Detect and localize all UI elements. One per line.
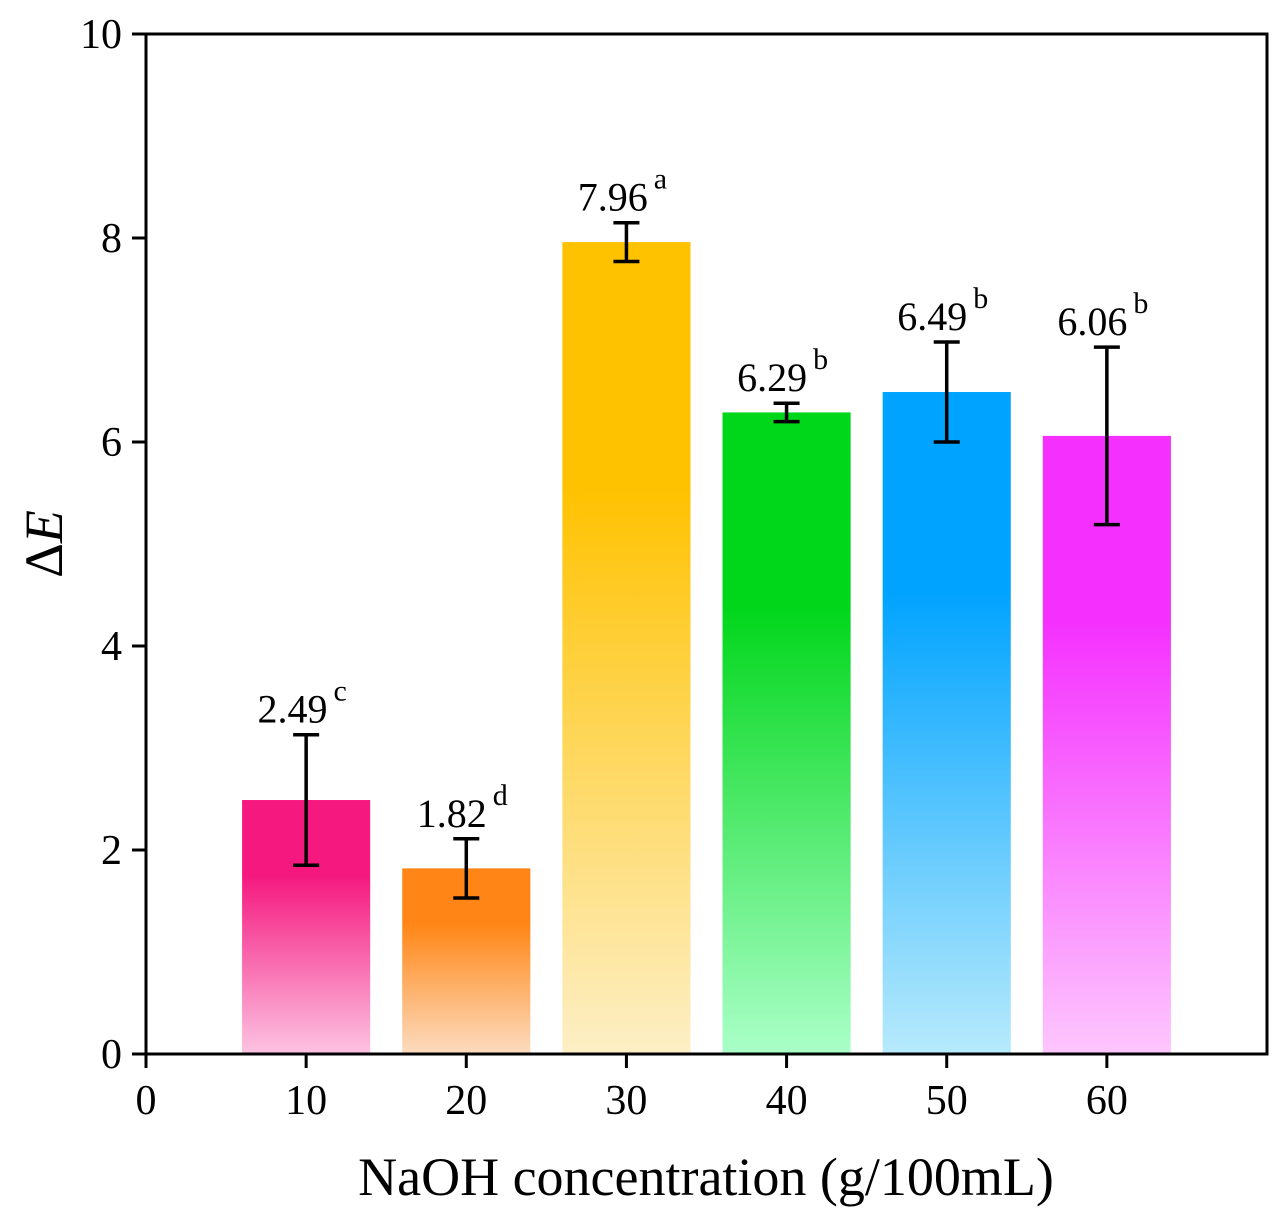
error-bar-10 xyxy=(293,732,320,868)
data-label-30: 7.96 a xyxy=(578,163,667,220)
data-label-value: 6.06 xyxy=(1057,299,1127,344)
data-label-20: 1.82 d xyxy=(417,779,508,836)
y-axis-title-variable: E xyxy=(14,510,74,544)
data-label-50: 6.49 b xyxy=(897,282,988,339)
error-bar-30 xyxy=(613,220,640,264)
x-tick-label-50: 50 xyxy=(926,1078,968,1124)
error-bar-20 xyxy=(453,837,480,900)
x-axis-ticks: 0 10 20 30 40 50 60 xyxy=(136,1054,1128,1124)
y-tick-label-2: 2 xyxy=(101,828,122,874)
x-tick-label-30: 30 xyxy=(605,1078,647,1124)
significance-letter: b xyxy=(1133,287,1148,320)
significance-letter: c xyxy=(333,675,346,708)
data-label-10: 2.49 c xyxy=(257,675,346,732)
x-tick-label-20: 20 xyxy=(445,1078,487,1124)
x-tick-label-40: 40 xyxy=(766,1078,808,1124)
data-label-40: 6.29 b xyxy=(737,343,828,400)
y-axis-ticks: 0 2 4 6 8 10 xyxy=(80,12,146,1078)
x-tick-label-10: 10 xyxy=(285,1078,327,1124)
plot-frame xyxy=(144,32,1269,1056)
significance-letter: d xyxy=(493,779,508,812)
bar-50 xyxy=(882,392,1011,1054)
data-labels-layer: 2.49 c1.82 d7.96 a6.29 b6.49 b6.06 b xyxy=(257,163,1148,836)
error-bars-layer xyxy=(293,220,1120,900)
x-axis-title: NaOH concentration (g/100mL) xyxy=(358,1147,1054,1207)
y-tick-label-6: 6 xyxy=(101,420,122,466)
significance-letter: a xyxy=(654,163,667,196)
data-label-60: 6.06 b xyxy=(1057,287,1148,344)
y-tick-label-4: 4 xyxy=(101,624,122,670)
error-bar-60 xyxy=(1093,345,1120,527)
bar-30 xyxy=(562,242,691,1054)
error-bar-40 xyxy=(773,401,800,424)
bar-40 xyxy=(722,412,851,1054)
y-tick-label-10: 10 xyxy=(80,12,122,58)
significance-letter: b xyxy=(813,343,828,376)
data-label-value: 2.49 xyxy=(257,687,327,732)
data-label-value: 6.29 xyxy=(737,355,807,400)
x-tick-label-0: 0 xyxy=(136,1078,157,1124)
x-tick-label-60: 60 xyxy=(1086,1078,1128,1124)
y-tick-label-0: 0 xyxy=(101,1032,122,1078)
significance-letter: b xyxy=(973,282,988,315)
data-label-value: 1.82 xyxy=(417,791,487,836)
bars-layer xyxy=(242,242,1171,1054)
y-tick-label-8: 8 xyxy=(101,216,122,262)
bar-60 xyxy=(1042,435,1171,1054)
error-bar-50 xyxy=(933,340,960,444)
y-axis-title-symbol: Δ xyxy=(14,543,74,578)
data-label-value: 6.49 xyxy=(897,294,967,339)
y-axis-title: ΔE xyxy=(14,510,74,578)
data-label-value: 7.96 xyxy=(578,175,648,220)
